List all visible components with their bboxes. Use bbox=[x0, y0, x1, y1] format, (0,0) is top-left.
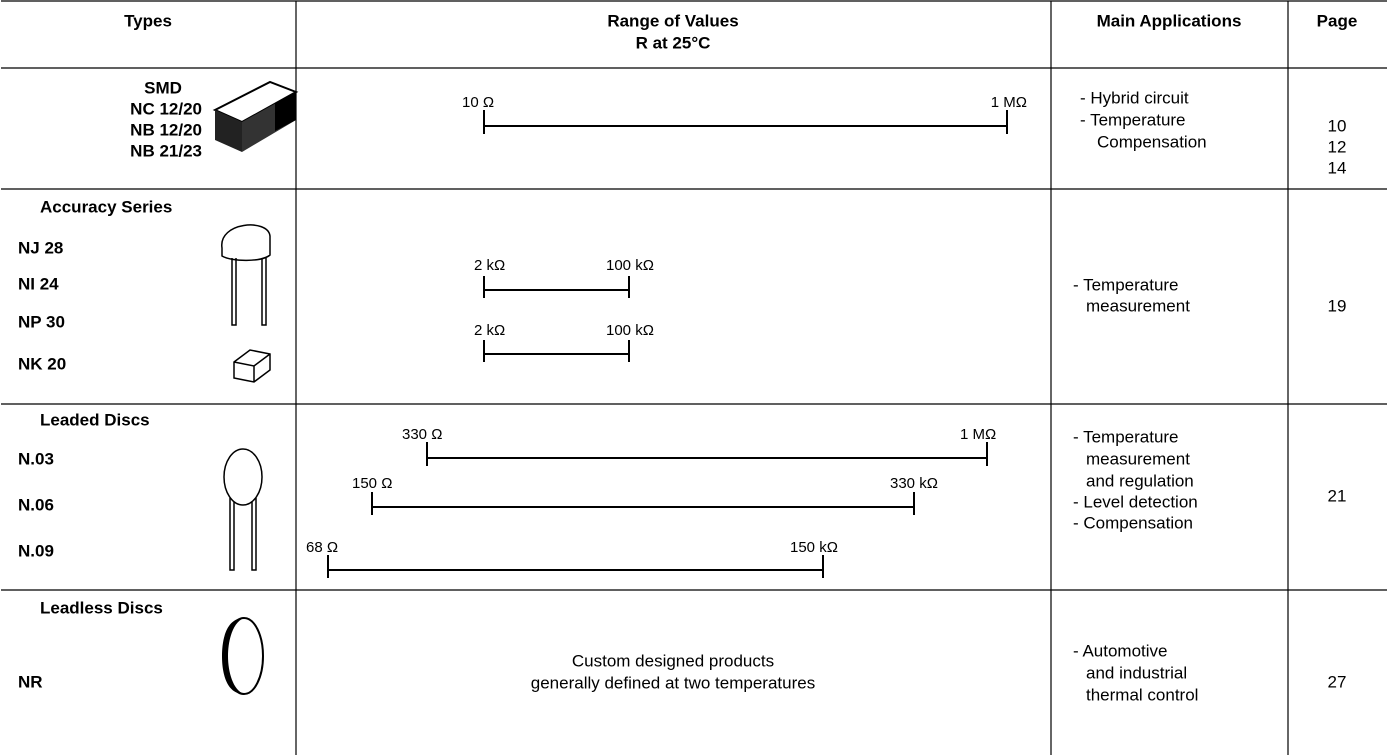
note: generally defined at two temperatures bbox=[531, 673, 815, 692]
type-group: Accuracy Series bbox=[40, 197, 172, 216]
range-bar bbox=[327, 442, 988, 578]
header-sub: R at 25°C bbox=[636, 33, 711, 52]
smd-icon bbox=[212, 80, 299, 152]
page: 19 bbox=[1328, 296, 1347, 315]
range-min: 10 Ω bbox=[462, 94, 494, 111]
range-min: 2 kΩ bbox=[474, 257, 505, 274]
type-group: SMD bbox=[144, 78, 182, 97]
range-min: 68 Ω bbox=[306, 539, 338, 556]
range-bar bbox=[483, 110, 1008, 134]
page: 21 bbox=[1328, 486, 1347, 505]
application: and regulation bbox=[1086, 471, 1194, 490]
type: N.09 bbox=[18, 541, 54, 560]
note: Custom designed products bbox=[572, 651, 774, 670]
range-max: 100 kΩ bbox=[606, 257, 654, 274]
range-max: 100 kΩ bbox=[606, 322, 654, 339]
range-max: 1 MΩ bbox=[991, 94, 1027, 111]
application: measurement bbox=[1086, 296, 1190, 315]
application: measurement bbox=[1086, 449, 1190, 468]
range-bar bbox=[483, 276, 630, 362]
application: - Temperature bbox=[1080, 110, 1186, 129]
leaded-disc-icon bbox=[223, 448, 263, 571]
type: NI 24 bbox=[18, 274, 59, 293]
application: - Temperature bbox=[1073, 427, 1179, 446]
type: NR bbox=[18, 672, 43, 691]
application: - Hybrid circuit bbox=[1080, 88, 1189, 107]
page: 14 bbox=[1328, 158, 1347, 177]
leadless-disc-icon bbox=[222, 617, 264, 695]
accuracy-icon bbox=[221, 224, 271, 383]
type: N.06 bbox=[18, 495, 54, 514]
type: NB 12/20 bbox=[130, 120, 202, 139]
range-max: 150 kΩ bbox=[790, 539, 838, 556]
type-group: Leadless Discs bbox=[40, 598, 163, 617]
range-max: 1 MΩ bbox=[960, 426, 996, 443]
page: 10 bbox=[1328, 116, 1347, 135]
header: Range of Values bbox=[607, 11, 738, 30]
type: NC 12/20 bbox=[130, 99, 202, 118]
application: - Level detection bbox=[1073, 492, 1198, 511]
type: NB 21/23 bbox=[130, 141, 202, 160]
type: NJ 28 bbox=[18, 238, 63, 257]
type: NP 30 bbox=[18, 312, 65, 331]
page: 27 bbox=[1328, 672, 1347, 691]
range-min: 2 kΩ bbox=[474, 322, 505, 339]
type: N.03 bbox=[18, 449, 54, 468]
range-min: 330 Ω bbox=[402, 426, 442, 443]
application: Compensation bbox=[1097, 132, 1207, 151]
type: NK 20 bbox=[18, 354, 66, 373]
range-max: 330 kΩ bbox=[890, 475, 938, 492]
application: - Compensation bbox=[1073, 513, 1193, 532]
application: - Temperature bbox=[1073, 275, 1179, 294]
header: Types bbox=[124, 11, 172, 30]
application: thermal control bbox=[1086, 685, 1198, 704]
header: Main Applications bbox=[1097, 11, 1242, 30]
page: 12 bbox=[1328, 137, 1347, 156]
application: and industrial bbox=[1086, 663, 1187, 682]
range-min: 150 Ω bbox=[352, 475, 392, 492]
type-group: Leaded Discs bbox=[40, 410, 150, 429]
application: - Automotive bbox=[1073, 641, 1168, 660]
header: Page bbox=[1317, 11, 1358, 30]
